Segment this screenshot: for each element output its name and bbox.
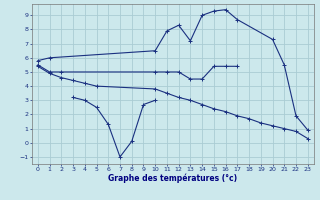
X-axis label: Graphe des températures (°c): Graphe des températures (°c): [108, 174, 237, 183]
